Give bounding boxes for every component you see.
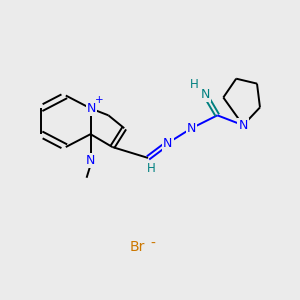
Text: +: + <box>95 95 104 106</box>
Text: N: N <box>238 119 248 132</box>
Text: N: N <box>163 136 172 150</box>
Text: -: - <box>151 237 155 251</box>
Text: N: N <box>201 88 210 101</box>
Text: N: N <box>187 122 196 135</box>
Text: N: N <box>87 102 96 115</box>
Text: H: H <box>147 162 155 175</box>
Text: Br: Br <box>129 240 145 254</box>
Text: H: H <box>190 78 199 91</box>
Text: N: N <box>86 154 95 167</box>
